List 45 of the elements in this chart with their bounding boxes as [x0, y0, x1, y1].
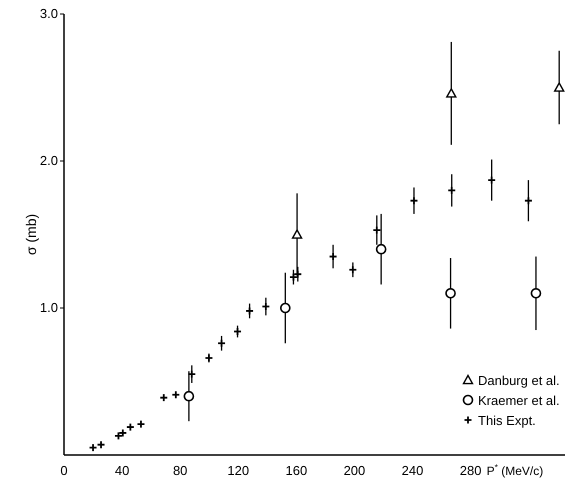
point: [445, 288, 456, 299]
point: [524, 196, 533, 206]
point: [88, 443, 98, 452]
x-tick-label: 80: [172, 463, 188, 478]
point: [487, 176, 496, 185]
legend-label: Danburg et al.: [478, 373, 560, 388]
point: [96, 440, 106, 450]
point: [184, 390, 194, 402]
point: [280, 302, 291, 314]
y-axis-title: σ (mb): [23, 214, 39, 256]
point: [328, 252, 338, 261]
y-tick-label: 2.0: [40, 153, 58, 168]
point: [118, 428, 128, 438]
point: [447, 186, 456, 195]
x-tick-label: 40: [114, 463, 130, 478]
legend-label: This Expt.: [478, 413, 536, 428]
x-tick-label: 160: [285, 463, 308, 478]
point: [372, 226, 382, 234]
point: [530, 288, 542, 299]
point: [233, 327, 242, 336]
point: [126, 422, 135, 432]
x-tick-label: 120: [227, 463, 250, 478]
point: [204, 354, 214, 362]
y-tick-label: 1.0: [40, 300, 58, 315]
point: [136, 420, 146, 429]
x-tick-label: 240: [402, 463, 424, 478]
point: [159, 393, 168, 402]
point: [261, 302, 270, 311]
x-tick-label: 280: [460, 463, 482, 478]
point: [171, 390, 180, 400]
point: [348, 265, 358, 274]
point: [217, 338, 226, 348]
point: [289, 272, 298, 282]
point: [292, 229, 302, 239]
x-tick-label: 200: [344, 463, 366, 478]
point: [376, 244, 386, 254]
x-tick-label: 0: [60, 463, 68, 478]
point: [410, 196, 418, 206]
x-axis-title: P$^{*}$ (MeV/c): [486, 462, 544, 478]
y-tick-label: 3.0: [40, 6, 58, 21]
point: [245, 306, 254, 316]
point: [114, 431, 123, 440]
point: [554, 82, 564, 92]
point: [446, 88, 456, 98]
legend-label: Kraemer et al.: [478, 393, 560, 408]
